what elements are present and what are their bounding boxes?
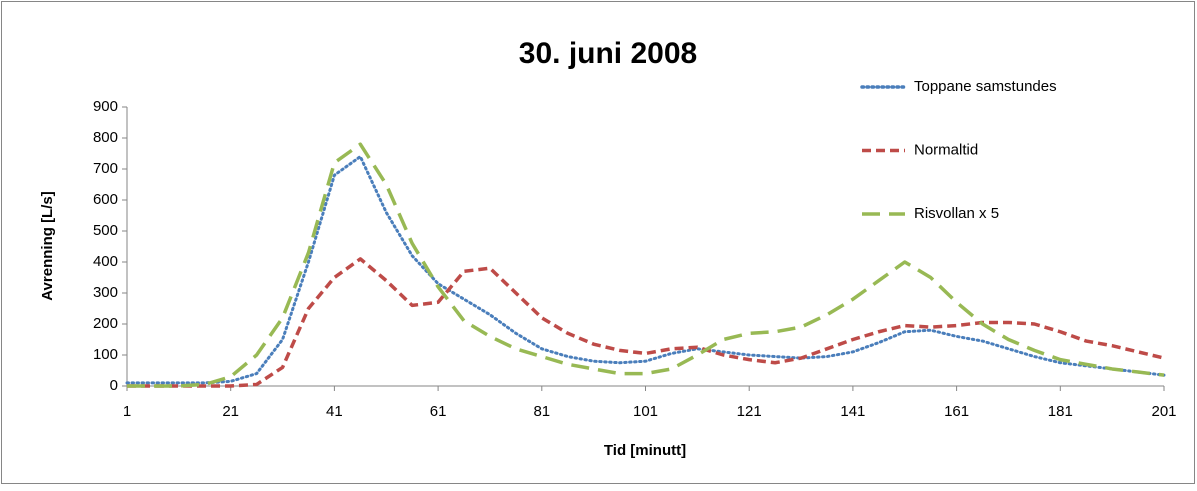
x-tick-label: 201 [1151, 403, 1176, 420]
x-tick-label: 161 [944, 403, 969, 420]
x-tick-label: 1 [123, 403, 131, 420]
x-tick-label: 21 [222, 403, 239, 420]
line-series [125, 155, 1166, 385]
y-tick-label: 200 [93, 315, 118, 332]
y-tick-label: 800 [93, 129, 118, 146]
x-tick-label: 101 [633, 403, 658, 420]
y-tick-label: 900 [93, 98, 118, 115]
y-tick-label: 0 [110, 377, 118, 394]
y-axis-label: Avrenning [L/s] [39, 191, 56, 300]
chart-title: 30. juni 2008 [519, 37, 697, 70]
y-tick-label: 600 [93, 191, 118, 208]
line-series [127, 257, 1165, 388]
x-tick-label: 61 [430, 403, 447, 420]
x-tick-label: 181 [1048, 403, 1073, 420]
x-tick-label: 141 [840, 403, 865, 420]
x-tick-label: 41 [326, 403, 343, 420]
x-axis-label: Tid [minutt] [604, 442, 686, 459]
legend-label: Toppane samstundes [914, 78, 1057, 95]
y-tick-label: 500 [93, 222, 118, 239]
x-tick-label: 121 [737, 403, 762, 420]
legend-label: Normaltid [914, 141, 978, 158]
x-tick-label: 81 [533, 403, 550, 420]
legend-label: Risvollan x 5 [914, 205, 999, 222]
y-tick-label: 300 [93, 284, 118, 301]
y-tick-label: 400 [93, 253, 118, 270]
y-tick-label: 100 [93, 346, 118, 363]
y-tick-label: 700 [93, 160, 118, 177]
line-series [127, 142, 1165, 388]
